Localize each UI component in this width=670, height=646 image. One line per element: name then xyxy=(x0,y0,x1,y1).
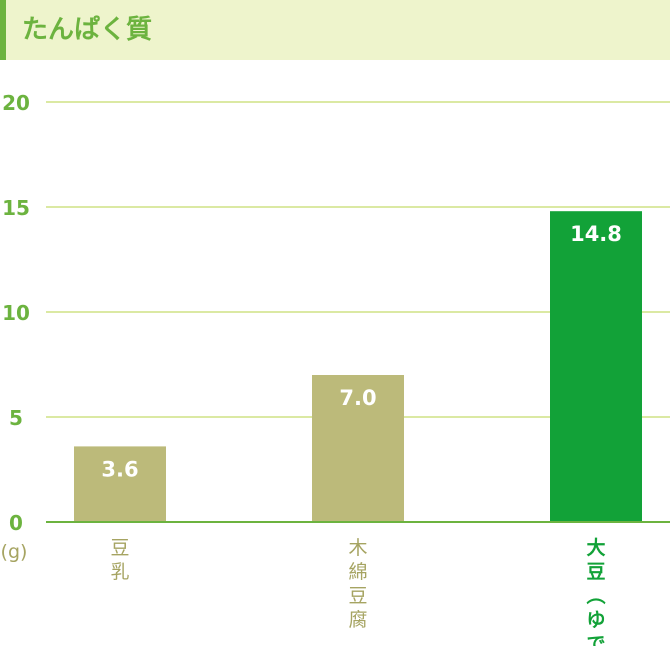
bar xyxy=(312,375,404,522)
y-tick-label: 20 xyxy=(2,91,30,115)
chart-header: たんぱく質 xyxy=(0,0,670,60)
y-unit-label: (g) xyxy=(1,541,28,563)
y-tick-label: 15 xyxy=(2,196,30,220)
bar-value-label: 3.6 xyxy=(101,457,138,481)
category-label-char: ゆ xyxy=(586,609,605,631)
category-label-char: 豆 xyxy=(348,585,367,607)
bar-value-label: 7.0 xyxy=(339,386,376,410)
category-label-char: 綿 xyxy=(348,561,367,583)
category-label-char: で xyxy=(586,633,605,646)
y-tick-label: 5 xyxy=(9,406,23,430)
y-tick-label: 0 xyxy=(9,511,23,535)
bar xyxy=(74,446,166,522)
category-label-char: 大 xyxy=(586,536,605,559)
category-label-char: 乳 xyxy=(110,561,129,583)
category-label-char: 豆 xyxy=(110,537,129,559)
category-label-char: 腐 xyxy=(348,609,367,631)
chart-title: たんぱく質 xyxy=(22,15,153,45)
y-tick-label: 10 xyxy=(2,301,30,325)
bar-value-label: 14.8 xyxy=(570,222,622,246)
category-label-char: 木 xyxy=(348,537,367,559)
category-label-char: 豆 xyxy=(586,561,605,583)
category-label-char: （ xyxy=(584,585,607,604)
header-accent-bar xyxy=(0,0,6,60)
bar xyxy=(550,211,642,522)
